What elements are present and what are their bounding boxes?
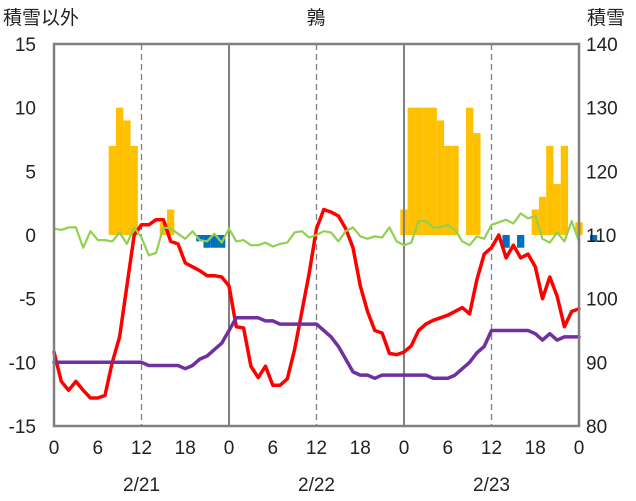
left-tick-label: -15 bbox=[9, 417, 36, 438]
x-tick-label: 12 bbox=[306, 438, 327, 459]
plot-frame bbox=[52, 42, 581, 428]
left-axis-label: 積雪以外 bbox=[3, 7, 79, 29]
precipitation-bar bbox=[407, 107, 415, 235]
precipitation-bar bbox=[444, 145, 452, 235]
x-tick-label: 12 bbox=[131, 438, 152, 459]
x-tick-label: 18 bbox=[525, 438, 546, 459]
x-tick-label: 12 bbox=[481, 438, 502, 459]
left-tick-label: -5 bbox=[19, 290, 36, 311]
left-tick-label: 15 bbox=[15, 35, 36, 56]
bars-layer bbox=[108, 107, 598, 248]
precipitation-bar bbox=[465, 107, 474, 235]
snowfall_negative-bar bbox=[196, 235, 204, 242]
right-tick-labels: 140 130 120 110 100 90 80 bbox=[586, 35, 618, 438]
date-labels: 2/21 2/22 2/23 bbox=[123, 475, 510, 496]
right-axis-label: 積雪 bbox=[587, 7, 625, 29]
precipitation-bar bbox=[130, 145, 138, 235]
left-tick-label: 10 bbox=[15, 99, 36, 120]
precipitation-bar bbox=[123, 120, 131, 235]
right-tick-label: 110 bbox=[586, 226, 616, 247]
precipitation-bar bbox=[108, 145, 116, 235]
precipitation-bar bbox=[538, 196, 547, 235]
snowfall_negative-bar bbox=[210, 235, 219, 248]
precipitation-bar bbox=[473, 133, 481, 235]
x-tick-label: 6 bbox=[267, 438, 278, 459]
snowfall_negative-bar bbox=[502, 235, 510, 248]
date-label: 2/22 bbox=[298, 475, 335, 496]
right-tick-label: 80 bbox=[586, 417, 607, 438]
precipitation-bar bbox=[436, 120, 445, 235]
chart-title: 鶉 bbox=[306, 7, 325, 29]
right-tick-label: 120 bbox=[586, 162, 618, 183]
right-tick-label: 100 bbox=[586, 290, 618, 311]
x-tick-label: 18 bbox=[350, 438, 371, 459]
temperature-line bbox=[52, 207, 581, 400]
snowfall_negative-bar bbox=[517, 235, 525, 248]
x-tick-label: 6 bbox=[442, 438, 453, 459]
x-tick-label: 6 bbox=[92, 438, 103, 459]
x-tick-label: 0 bbox=[574, 438, 585, 459]
precipitation-bar bbox=[553, 184, 561, 235]
left-tick-labels: 15 10 5 0 -5 -10 -15 bbox=[9, 35, 36, 438]
precipitation-bar bbox=[422, 107, 430, 235]
x-tick-label: 0 bbox=[49, 438, 60, 459]
left-tick-label: 5 bbox=[25, 162, 36, 183]
x-tick-label: 0 bbox=[399, 438, 410, 459]
left-tick-label: 0 bbox=[25, 226, 36, 247]
right-tick-label: 130 bbox=[586, 99, 618, 120]
precipitation-bar bbox=[429, 107, 437, 235]
lines-layer bbox=[52, 207, 581, 400]
grid-layer bbox=[140, 44, 493, 426]
precipitation-bar bbox=[560, 145, 569, 235]
date-label: 2/23 bbox=[473, 475, 510, 496]
date-label: 2/21 bbox=[123, 475, 160, 496]
precipitation-bar bbox=[167, 209, 175, 235]
wind-line bbox=[52, 212, 581, 257]
precipitation-bar bbox=[546, 145, 554, 235]
x-tick-labels: 0 6 12 18 0 6 12 18 0 6 12 18 0 bbox=[49, 438, 585, 459]
left-tick-label: -10 bbox=[9, 353, 36, 374]
precipitation-bar bbox=[414, 107, 423, 235]
right-tick-label: 140 bbox=[586, 35, 618, 56]
x-tick-label: 18 bbox=[175, 438, 196, 459]
snowfall_negative-bar bbox=[589, 235, 598, 242]
precipitation-bar bbox=[451, 145, 459, 235]
x-tick-label: 0 bbox=[224, 438, 235, 459]
precipitation-bar bbox=[531, 209, 539, 235]
right-tick-label: 90 bbox=[586, 353, 607, 374]
snow_depth-line bbox=[52, 316, 581, 381]
precipitation-bar bbox=[115, 107, 124, 235]
